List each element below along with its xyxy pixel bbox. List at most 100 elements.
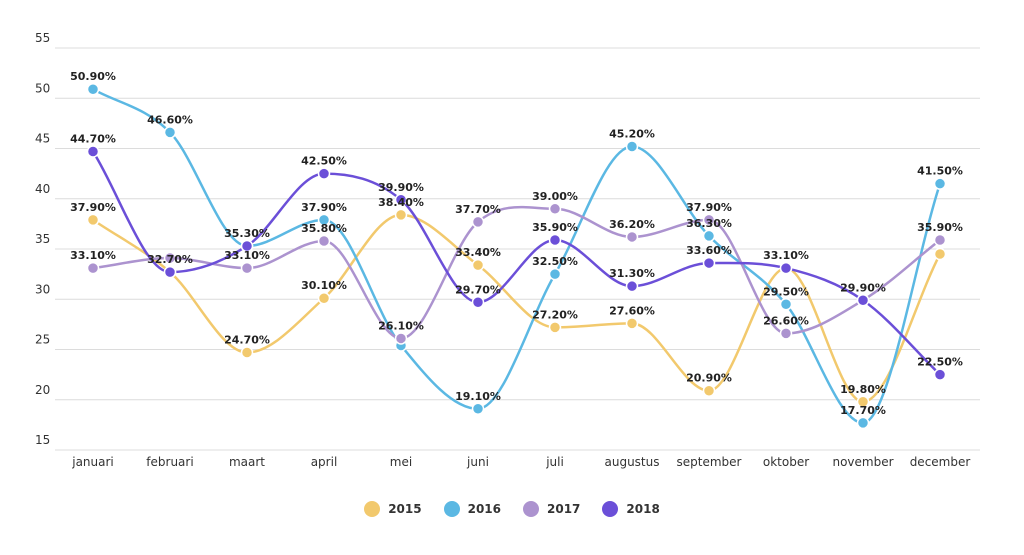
data-label-2018: 22.50% xyxy=(917,356,963,369)
data-point-2018[interactable] xyxy=(702,256,716,270)
data-point-2018[interactable] xyxy=(548,233,562,247)
x-tick-label: juli xyxy=(545,455,564,469)
data-point-2018[interactable] xyxy=(394,193,408,207)
data-label-2015: 30.10% xyxy=(301,279,347,292)
data-point-2015[interactable] xyxy=(933,247,947,261)
y-tick-label: 55 xyxy=(35,31,50,45)
data-label-2016: 29.50% xyxy=(763,285,809,298)
data-point-2017[interactable] xyxy=(702,213,716,227)
data-point-2015[interactable] xyxy=(317,291,331,305)
data-label-2017: 37.70% xyxy=(455,203,501,216)
data-point-2015[interactable] xyxy=(856,395,870,409)
x-tick-label: april xyxy=(311,455,338,469)
data-point-2017[interactable] xyxy=(933,233,947,247)
data-point-2015[interactable] xyxy=(548,321,562,334)
data-point-2017[interactable] xyxy=(317,234,331,248)
series-line-2018 xyxy=(91,150,941,376)
data-label-2016: 17.70% xyxy=(840,404,886,417)
data-label-2015: 38.40% xyxy=(378,196,424,209)
data-label-2018: 29.70% xyxy=(455,283,501,296)
data-label-2017: 33.10% xyxy=(70,249,116,262)
data-label-2016: 50.90% xyxy=(70,70,116,83)
data-point-2016[interactable] xyxy=(86,82,100,96)
data-point-2018[interactable] xyxy=(86,145,100,158)
data-point-2016[interactable] xyxy=(163,126,177,139)
y-tick-label: 15 xyxy=(35,433,50,447)
data-point-2016[interactable] xyxy=(625,140,639,153)
series-line-2016 xyxy=(92,88,942,425)
data-label-2017: 37.90% xyxy=(686,201,732,214)
data-point-2015[interactable] xyxy=(86,213,100,227)
data-label-2016: 45.20% xyxy=(609,127,655,140)
data-point-2017[interactable] xyxy=(548,202,562,216)
data-point-2018[interactable] xyxy=(163,265,177,279)
data-point-2016[interactable] xyxy=(856,416,870,430)
data-label-2017: 35.90% xyxy=(917,221,963,234)
data-label-2017: 26.60% xyxy=(763,314,809,327)
x-tick-label: februari xyxy=(146,455,193,469)
legend-item-2017[interactable]: 2017 xyxy=(523,501,580,517)
line-chart: 15 20 25 30 35 40 45 50 55 januari februari maart a… xyxy=(35,31,980,469)
legend-item-2015[interactable]: 2015 xyxy=(364,501,422,517)
data-point-2016[interactable] xyxy=(779,298,793,311)
x-tick-label: september xyxy=(677,455,742,469)
legend-item-2016[interactable]: 2016 xyxy=(443,501,501,517)
data-point-2017[interactable] xyxy=(86,261,100,275)
data-label-2018: 35.30% xyxy=(224,227,270,240)
data-point-2018[interactable] xyxy=(933,368,947,381)
data-point-2017[interactable] xyxy=(163,251,177,265)
x-tick-label: januari xyxy=(71,455,114,469)
x-tick-label: juni xyxy=(466,455,489,469)
data-label-2018: 29.90% xyxy=(840,281,886,294)
data-label-2017: 26.10% xyxy=(378,319,424,332)
data-point-2015[interactable] xyxy=(471,258,485,272)
data-label-2016: 46.60% xyxy=(147,113,193,126)
x-tick-label: augustus xyxy=(605,455,660,469)
data-point-2016[interactable] xyxy=(548,267,562,281)
data-point-2016[interactable] xyxy=(471,402,485,416)
legend-swatch xyxy=(443,501,460,517)
data-point-2018[interactable] xyxy=(240,239,254,253)
y-tick-label: 45 xyxy=(35,132,50,146)
legend: 2015 2016 2017 2018 xyxy=(0,497,1024,521)
data-point-2017[interactable] xyxy=(779,327,793,340)
data-label-2018: 39.90% xyxy=(378,181,424,194)
legend-item-2018[interactable]: 2018 xyxy=(602,501,660,517)
data-point-2015[interactable] xyxy=(240,346,254,359)
data-label-2015: 19.80% xyxy=(840,383,886,396)
data-point-2017[interactable] xyxy=(471,215,485,229)
data-point-2018[interactable] xyxy=(317,167,331,180)
data-point-2015[interactable] xyxy=(394,208,408,222)
data-point-2016[interactable] xyxy=(933,177,947,190)
x-tick-label: december xyxy=(910,455,971,469)
data-point-2015[interactable] xyxy=(625,317,639,330)
y-tick-label: 25 xyxy=(35,333,50,347)
data-point-2017[interactable] xyxy=(394,332,408,345)
legend-label: 2016 xyxy=(467,502,501,516)
data-label-2017: 35.80% xyxy=(301,222,347,235)
x-tick-label: oktober xyxy=(763,455,809,469)
legend-swatch xyxy=(523,501,539,517)
legend-swatch xyxy=(364,501,381,517)
data-point-2018[interactable] xyxy=(779,261,793,275)
x-axis-ticks: januari februari maart april mei juni juli augu… xyxy=(71,455,970,469)
data-point-2015[interactable] xyxy=(702,384,716,397)
data-point-2017[interactable] xyxy=(625,230,639,244)
data-label-2018: 31.30% xyxy=(609,267,655,280)
data-label-2015: 24.70% xyxy=(224,334,270,347)
data-label-2016: 19.10% xyxy=(455,390,501,403)
data-labels: 37.90% 24.70% 30.10% 38.40% 33.40% 27.20% 27.6… xyxy=(70,70,963,417)
legend-label: 2018 xyxy=(626,502,660,516)
x-tick-label: november xyxy=(832,455,893,469)
data-point-2018[interactable] xyxy=(471,296,485,309)
y-tick-label: 40 xyxy=(35,182,50,196)
x-tick-label: maart xyxy=(229,455,265,469)
legend-label: 2015 xyxy=(388,502,422,516)
legend-label: 2017 xyxy=(547,502,581,516)
data-point-2016[interactable] xyxy=(317,213,331,227)
data-point-2018[interactable] xyxy=(856,294,870,307)
data-point-2018[interactable] xyxy=(625,279,639,293)
data-point-2016[interactable] xyxy=(702,229,716,243)
data-label-2018: 32.70% xyxy=(147,253,193,266)
data-point-2017[interactable] xyxy=(240,261,254,275)
